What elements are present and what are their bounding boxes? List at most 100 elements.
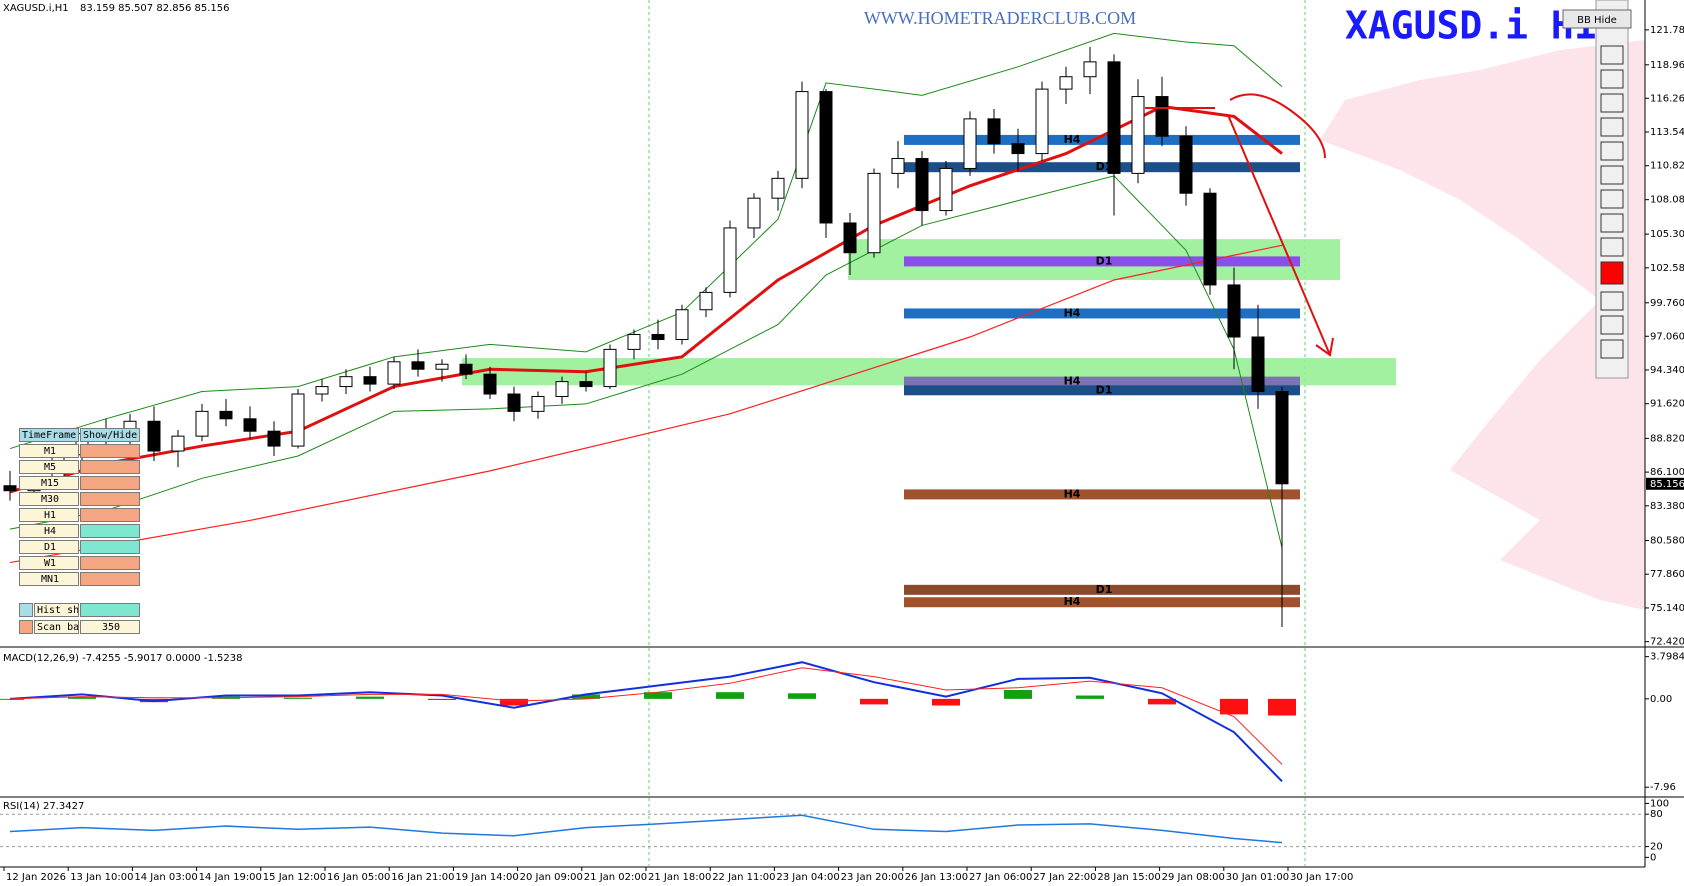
- tool-icon[interactable]: [1600, 237, 1624, 257]
- histogram-bar: [572, 694, 600, 699]
- candle-body: [1035, 88, 1049, 155]
- candle-body: [219, 410, 233, 420]
- toggle-cell[interactable]: [80, 556, 140, 570]
- toggle-cell[interactable]: [80, 540, 140, 554]
- tool-icon[interactable]: [1600, 213, 1624, 233]
- level: [904, 385, 1300, 396]
- tool-icon[interactable]: [1600, 93, 1624, 113]
- candle-body: [339, 376, 353, 388]
- y-tick-label: 0: [1650, 852, 1656, 863]
- x-tick-label: 21 Jan 02:00: [584, 872, 647, 883]
- timeframe-cell[interactable]: M1: [19, 444, 79, 458]
- timeframe-cell[interactable]: MN1: [19, 572, 79, 586]
- timeframe-cell[interactable]: H1: [19, 508, 79, 522]
- x-tick-label: 22 Jan 11:00: [712, 872, 775, 883]
- timeframe-cell[interactable]: M15: [19, 476, 79, 490]
- tool-icon[interactable]: [1600, 69, 1624, 89]
- toggle-cell[interactable]: [80, 524, 140, 538]
- x-tick-label: 12 Jan 2026: [6, 872, 66, 883]
- tool-icon[interactable]: [1600, 141, 1624, 161]
- histogram-bar: [932, 698, 960, 706]
- candle-body: [267, 430, 281, 447]
- level-label: D1: [1096, 583, 1113, 596]
- x-tick-label: 29 Jan 08:00: [1162, 872, 1225, 883]
- candle-body: [291, 393, 305, 447]
- y-tick-label: 3.7984: [1650, 652, 1684, 663]
- tool-icon[interactable]: [1600, 45, 1624, 65]
- tool-icon[interactable]: [1600, 339, 1624, 359]
- bb-hide-label: BB Hide: [1577, 15, 1617, 26]
- tool-icon[interactable]: [1600, 315, 1624, 335]
- level-label: D1: [1096, 254, 1113, 267]
- y-tick-label: 116.260: [1650, 93, 1684, 104]
- candle-body: [939, 167, 953, 212]
- candle-body: [1107, 61, 1121, 174]
- histogram-bar: [860, 698, 888, 705]
- candle-body: [243, 418, 257, 432]
- timeframe-cell[interactable]: M30: [19, 492, 79, 506]
- icon-cell[interactable]: [19, 620, 33, 634]
- tool-color[interactable]: [1600, 261, 1624, 285]
- toggle-cell[interactable]: [80, 444, 140, 458]
- candle-body: [675, 309, 689, 340]
- icon-cell[interactable]: [19, 603, 33, 617]
- x-tick-label: 16 Jan 21:00: [391, 872, 454, 883]
- candle-body: [483, 373, 497, 395]
- tool-icon[interactable]: [1600, 189, 1624, 209]
- level: [904, 308, 1300, 319]
- x-tick-label: 16 Jan 05:00: [327, 872, 390, 883]
- candle-body: [315, 386, 329, 395]
- x-tick-label: 26 Jan 13:00: [905, 872, 968, 883]
- candle-body: [435, 363, 449, 370]
- hist-show-label[interactable]: Hist show: [34, 603, 79, 617]
- candle-body: [147, 420, 161, 452]
- y-tick-label: 86.100: [1650, 467, 1684, 478]
- toggle-cell[interactable]: [80, 476, 140, 490]
- ohlc-label: 83.159 85.507 82.856 85.156: [80, 3, 230, 14]
- toggle-cell[interactable]: [80, 492, 140, 506]
- candle-body: [723, 227, 737, 293]
- y-tick-label: 108.080: [1650, 195, 1684, 206]
- overlay-line: [9, 175, 1283, 548]
- x-tick-label: 13 Jan 10:00: [70, 872, 133, 883]
- candle-body: [555, 381, 569, 397]
- toggle-cell[interactable]: [80, 572, 140, 586]
- candle-body: [867, 172, 881, 254]
- timeframe-cell[interactable]: H4: [19, 524, 79, 538]
- level: [904, 376, 1300, 387]
- toggle-cell[interactable]: [80, 508, 140, 522]
- timeframe-cell[interactable]: W1: [19, 556, 79, 570]
- toggle-cell[interactable]: [80, 460, 140, 474]
- header-cell[interactable]: TimeFrame: [19, 428, 79, 442]
- candle-body: [411, 361, 425, 370]
- x-tick-label: 28 Jan 15:00: [1097, 872, 1160, 883]
- rsi-line: [9, 814, 1283, 844]
- x-tick-label: 14 Jan 19:00: [199, 872, 262, 883]
- y-tick-label: 99.760: [1650, 298, 1684, 309]
- scan-back-label[interactable]: Scan back: [34, 620, 79, 634]
- candle-body: [459, 363, 473, 375]
- bb-hide-button[interactable]: [1562, 9, 1632, 29]
- timeframe-cell[interactable]: M5: [19, 460, 79, 474]
- histogram-bar: [428, 698, 456, 700]
- tool-icon[interactable]: [1600, 291, 1624, 311]
- timeframe-cell[interactable]: D1: [19, 540, 79, 554]
- histogram-bar: [500, 698, 528, 706]
- histogram-bar: [1220, 698, 1248, 715]
- level-label: H4: [1064, 595, 1081, 608]
- candle-body: [195, 410, 209, 437]
- hist-show-toggle[interactable]: [80, 603, 140, 617]
- x-tick-label: 20 Jan 09:00: [520, 872, 583, 883]
- candle-body: [819, 91, 833, 224]
- tool-icon[interactable]: [1600, 165, 1624, 185]
- x-tick-label: 27 Jan 22:00: [1033, 872, 1096, 883]
- scan-back-value[interactable]: 350: [80, 620, 140, 634]
- tool-icon[interactable]: [1600, 117, 1624, 137]
- level-label: H4: [1064, 375, 1081, 388]
- y-tick-label: 100: [1650, 798, 1669, 809]
- header-cell[interactable]: Show/Hide: [80, 428, 140, 442]
- histogram-bar: [356, 696, 384, 699]
- trend-curve: [1229, 93, 1326, 159]
- candle-body: [3, 485, 17, 492]
